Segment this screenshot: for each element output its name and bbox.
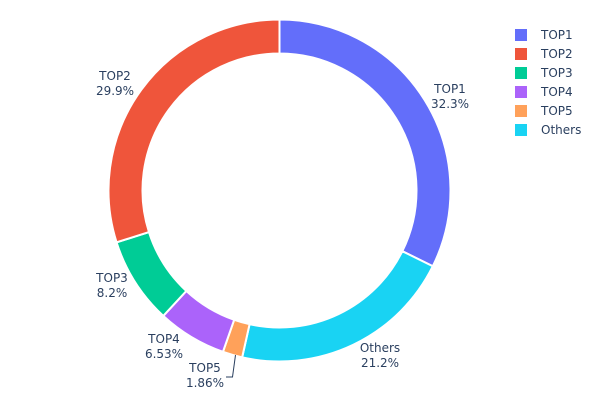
legend-label: Others — [541, 123, 581, 137]
slice-others[interactable] — [240, 249, 435, 363]
slice-percent-top1: 32.3% — [431, 97, 469, 111]
slice-top2[interactable] — [107, 18, 281, 244]
slice-percent-top4: 6.53% — [145, 347, 183, 361]
legend-label: TOP2 — [540, 47, 573, 61]
slice-label-top2: TOP2 — [98, 69, 131, 83]
top5-leader-line — [226, 354, 236, 378]
legend-swatch — [515, 105, 527, 117]
legend-label: TOP5 — [540, 104, 573, 118]
legend-item-top4[interactable]: TOP4 — [515, 85, 573, 99]
legend-label: TOP1 — [540, 28, 573, 42]
slice-percent-top3: 8.2% — [97, 286, 128, 300]
slice-label-others: Others — [360, 341, 400, 355]
slice-percent-top2: 29.9% — [96, 84, 134, 98]
legend-swatch — [515, 67, 527, 79]
legend-label: TOP3 — [540, 66, 573, 80]
legend-item-top2[interactable]: TOP2 — [515, 47, 573, 61]
slice-label-top3: TOP3 — [95, 271, 128, 285]
slice-top1[interactable] — [278, 18, 452, 268]
legend-item-others[interactable]: Others — [515, 123, 581, 137]
legend-swatch — [515, 48, 527, 60]
legend-swatch — [515, 124, 527, 136]
legend-item-top1[interactable]: TOP1 — [515, 28, 573, 42]
slice-percent-others: 21.2% — [361, 356, 399, 370]
legend-item-top5[interactable]: TOP5 — [515, 104, 573, 118]
slice-percent-top5: 1.86% — [186, 376, 224, 390]
legend-swatch — [515, 86, 527, 98]
slices — [107, 18, 452, 363]
legend-swatch — [515, 29, 527, 41]
legend-label: TOP4 — [540, 85, 573, 99]
slice-label-top5: TOP5 — [188, 361, 221, 375]
legend-item-top3[interactable]: TOP3 — [515, 66, 573, 80]
slice-label-top1: TOP1 — [433, 82, 466, 96]
legend: TOP1 TOP2 TOP3 TOP4 TOP5 Others — [515, 28, 581, 137]
slice-label-top4: TOP4 — [147, 332, 180, 346]
